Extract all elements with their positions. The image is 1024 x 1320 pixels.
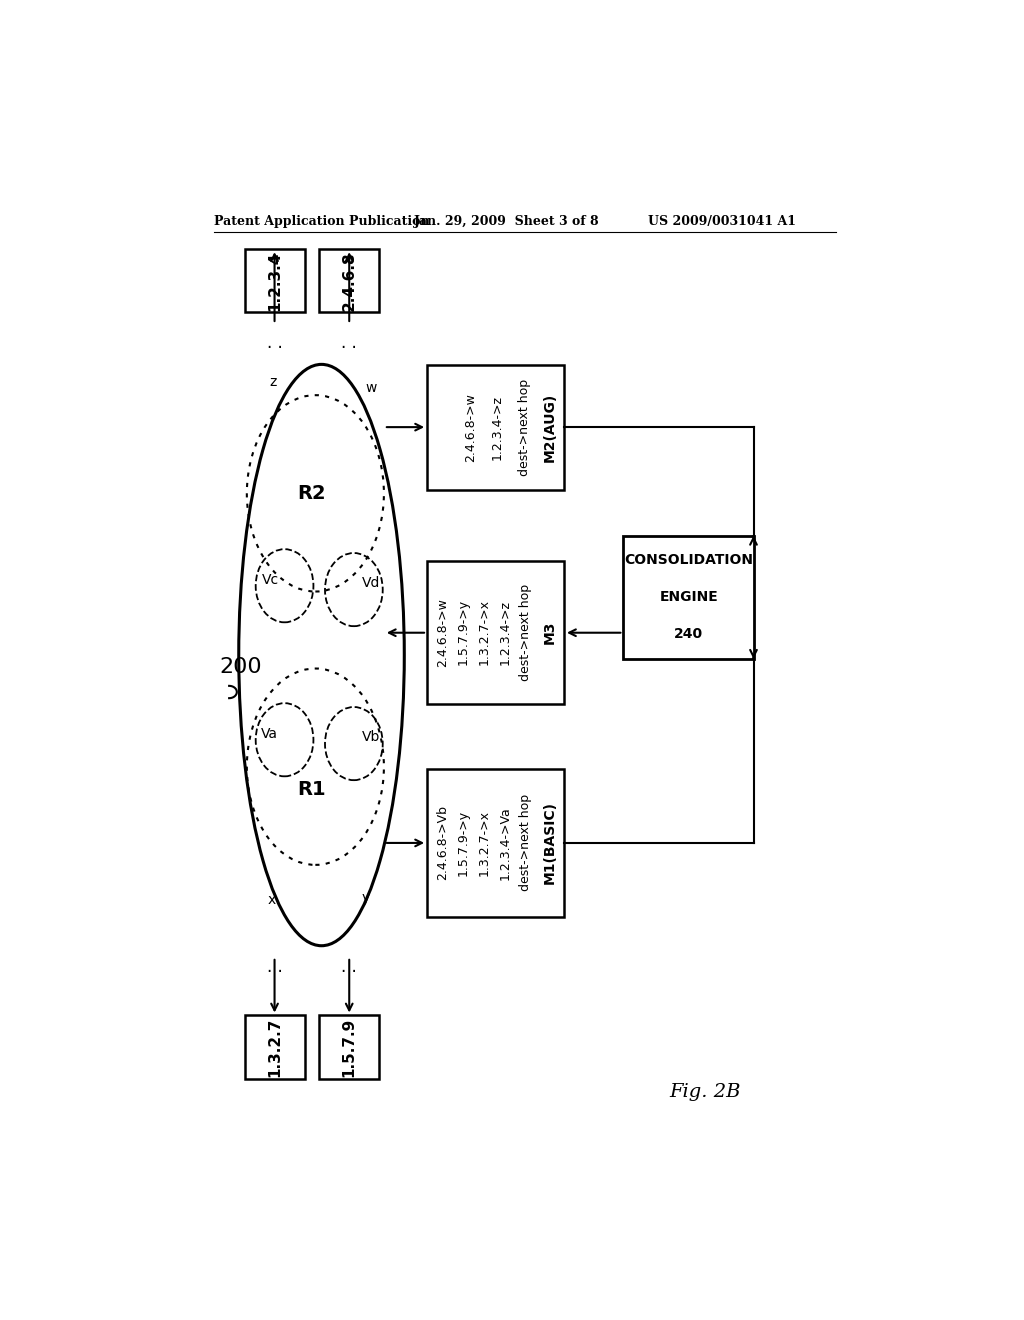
Text: 240: 240	[674, 627, 703, 642]
Text: 1.5.7.9->y: 1.5.7.9->y	[457, 599, 470, 665]
Text: R2: R2	[297, 484, 326, 503]
Bar	[319, 1015, 379, 1078]
Text: Vb: Vb	[361, 730, 380, 744]
Text: M1(BASIC): M1(BASIC)	[543, 801, 557, 884]
Text: Vc: Vc	[262, 573, 280, 586]
Text: dest->next hop: dest->next hop	[519, 795, 532, 891]
Bar	[245, 1015, 304, 1078]
Text: US 2009/0031041 A1: US 2009/0031041 A1	[648, 215, 796, 227]
Text: x: x	[267, 892, 275, 907]
Text: R1: R1	[297, 780, 326, 800]
Text: 1.2.3.4: 1.2.3.4	[267, 251, 282, 310]
Text: CONSOLIDATION: CONSOLIDATION	[625, 553, 754, 568]
Text: Fig. 2B: Fig. 2B	[670, 1084, 741, 1101]
Text: 1.2.3.4->z: 1.2.3.4->z	[499, 599, 511, 665]
Text: z: z	[269, 375, 276, 388]
Text: 1.2.3.4->z: 1.2.3.4->z	[490, 395, 504, 459]
Text: 1.3.2.7: 1.3.2.7	[267, 1018, 282, 1077]
Bar	[427, 770, 564, 917]
Text: . .: . .	[266, 334, 283, 352]
Bar	[427, 364, 564, 490]
Text: dest->next hop: dest->next hop	[519, 583, 532, 681]
Text: y: y	[361, 891, 370, 904]
Text: . .: . .	[341, 958, 357, 975]
Text: 200: 200	[219, 656, 262, 677]
Text: 2.4.6.8: 2.4.6.8	[342, 251, 356, 310]
Text: 2.4.6.8->Vb: 2.4.6.8->Vb	[436, 805, 449, 880]
Text: 1.3.2.7->x: 1.3.2.7->x	[477, 810, 490, 876]
Text: M2(AUG): M2(AUG)	[543, 392, 557, 462]
Text: ENGINE: ENGINE	[659, 590, 718, 605]
Text: M3: M3	[543, 620, 557, 644]
Text: 2.4.6.8->w: 2.4.6.8->w	[436, 598, 449, 667]
Text: Va: Va	[261, 726, 278, 741]
Text: 1.5.7.9->y: 1.5.7.9->y	[457, 810, 470, 876]
Text: Jan. 29, 2009  Sheet 3 of 8: Jan. 29, 2009 Sheet 3 of 8	[414, 215, 599, 227]
Text: w: w	[366, 381, 377, 395]
Text: . .: . .	[341, 334, 357, 352]
Text: 2.4.6.8->w: 2.4.6.8->w	[464, 392, 476, 462]
Bar	[427, 561, 564, 704]
Bar	[319, 249, 379, 313]
Text: Patent Application Publication: Patent Application Publication	[214, 215, 429, 227]
Text: 1.5.7.9: 1.5.7.9	[342, 1018, 356, 1077]
Text: Vd: Vd	[361, 577, 380, 590]
Text: . .: . .	[266, 958, 283, 975]
Text: 1.2.3.4->Va: 1.2.3.4->Va	[499, 807, 511, 880]
Bar	[624, 536, 755, 659]
Text: 1.3.2.7->x: 1.3.2.7->x	[477, 599, 490, 665]
Bar	[245, 249, 304, 313]
Text: dest->next hop: dest->next hop	[517, 379, 530, 475]
